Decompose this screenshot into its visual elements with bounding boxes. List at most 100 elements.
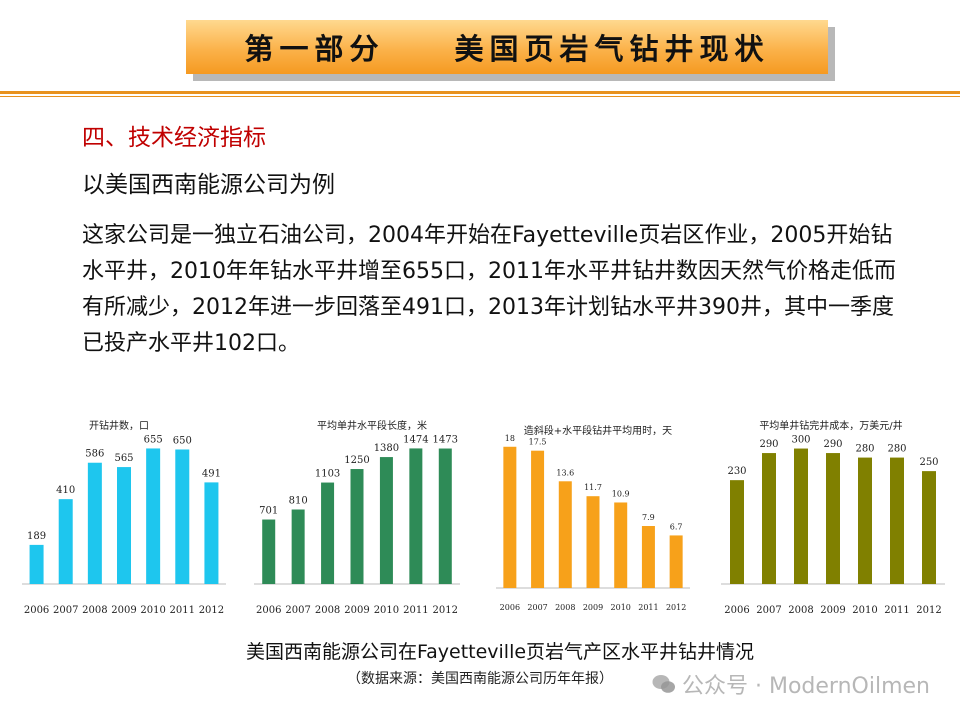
bar-2007 (762, 453, 776, 584)
title-banner: 第一部分 美国页岩气钻井现状 (186, 20, 828, 74)
tick-label: 2006 (724, 605, 749, 616)
data-label: 7.9 (642, 513, 655, 522)
data-label: 280 (887, 444, 906, 455)
bar-2012 (669, 535, 683, 588)
wechat-icon (652, 673, 676, 695)
tick-label: 2007 (53, 605, 78, 616)
tick-label: 2009 (344, 605, 369, 616)
tick-label: 2010 (140, 605, 165, 616)
data-label: 290 (759, 439, 778, 450)
chart-drilling-days: 造斜段+水平段钻井平均用时，天 18 2006 17.5 2007 13.6 2008 11.… (496, 424, 690, 612)
tick-label: 2009 (583, 603, 603, 612)
data-label: 586 (85, 449, 104, 460)
tick-label: 2008 (315, 605, 340, 616)
chart-lateral-length: 平均单井水平段长度，米 701 2006 810 2007 1103 2008 1250 200… (254, 419, 460, 616)
data-label: 250 (919, 457, 938, 468)
data-label: 1474 (403, 434, 428, 445)
bar-2010 (379, 457, 393, 584)
tick-label: 2011 (638, 603, 658, 612)
bar-2009 (350, 469, 364, 584)
data-label: 18 (505, 434, 515, 443)
data-label: 230 (727, 466, 746, 477)
body-paragraph: 这家公司是一独立石油公司，2004年开始在Fayetteville页岩区作业，2… (82, 223, 896, 356)
data-label: 290 (823, 439, 842, 450)
tick-label: 2008 (788, 605, 813, 616)
data-label: 10.9 (612, 489, 630, 498)
bar-2008 (87, 462, 102, 584)
tick-label: 2012 (666, 603, 686, 612)
chart-title: 造斜段+水平段钻井平均用时，天 (524, 424, 672, 437)
bar-2012 (204, 482, 219, 584)
bar-2011 (175, 449, 190, 584)
chart-title: 平均单井钻完井成本，万美元/井 (759, 419, 902, 432)
watermark: 公众号 · ModernOilmen (652, 668, 930, 700)
tick-label: 2007 (527, 603, 547, 612)
data-label: 410 (56, 485, 75, 496)
banner-topic: 美国页岩气钻井现状 (454, 32, 770, 66)
data-label: 300 (791, 435, 810, 446)
bar-2006 (730, 480, 744, 584)
tick-label: 2006 (256, 605, 281, 616)
data-label: 1250 (344, 455, 369, 466)
subheading: 以美国西南能源公司为例 (82, 172, 335, 198)
tick-label: 2010 (852, 605, 877, 616)
bar-2007 (58, 499, 73, 584)
tick-label: 2011 (170, 605, 195, 616)
data-label: 17.5 (529, 438, 547, 447)
tick-label: 2009 (111, 605, 136, 616)
bar-2007 (291, 509, 305, 584)
data-label: 655 (144, 434, 163, 445)
chart-title: 平均单井水平段长度，米 (317, 419, 427, 432)
bar-2008 (794, 448, 808, 584)
tick-label: 2009 (820, 605, 845, 616)
bar-2010 (858, 457, 872, 584)
header-rule (0, 91, 960, 94)
data-label: 1103 (315, 469, 340, 480)
bar-2006 (262, 519, 276, 584)
chart-drill-count: 开钻井数，口 189 2006 410 2007 586 2008 565 2009 655 201… (22, 419, 226, 616)
data-label: 701 (259, 506, 278, 517)
bar-2011 (890, 457, 904, 584)
tick-label: 2006 (500, 603, 520, 612)
bar-2010 (146, 448, 161, 584)
data-label: 6.7 (670, 522, 683, 531)
data-label: 280 (855, 444, 874, 455)
tick-label: 2010 (374, 605, 399, 616)
data-label: 565 (114, 453, 133, 464)
tick-label: 2008 (555, 603, 575, 612)
bar-2012 (922, 471, 936, 584)
tick-label: 2012 (199, 605, 224, 616)
data-label: 189 (27, 531, 46, 542)
chart-caption: 美国西南能源公司在Fayetteville页岩气产区水平井钻井情况 (245, 641, 755, 663)
data-label: 491 (202, 468, 221, 479)
tick-label: 2011 (403, 605, 428, 616)
bar-2009 (117, 467, 131, 584)
data-label: 1380 (374, 443, 399, 454)
chart-title: 开钻井数，口 (89, 419, 149, 432)
chart-well-cost: 平均单井钻完井成本，万美元/井 230 2006 290 2007 300 2008 290 2… (721, 419, 945, 616)
tick-label: 2007 (285, 605, 310, 616)
data-label: 650 (173, 435, 192, 446)
bar-2009 (586, 496, 600, 588)
banner-part: 第一部分 (244, 32, 385, 66)
data-label: 11.7 (584, 483, 602, 492)
data-label: 1473 (433, 435, 458, 446)
data-label: 810 (289, 496, 308, 507)
watermark-text: 公众号 · ModernOilmen (682, 674, 930, 699)
tick-label: 2006 (24, 605, 49, 616)
bar-2007 (531, 450, 545, 588)
tick-label: 2012 (433, 605, 458, 616)
tick-label: 2008 (82, 605, 107, 616)
data-label: 13.6 (556, 468, 574, 477)
bar-2009 (826, 453, 840, 584)
section-heading: 四、技术经济指标 (82, 125, 266, 151)
tick-label: 2010 (611, 603, 631, 612)
tick-label: 2007 (756, 605, 781, 616)
bar-2010 (614, 502, 628, 588)
tick-label: 2012 (916, 605, 941, 616)
bar-2008 (321, 482, 335, 584)
bar-2012 (438, 448, 452, 584)
bar-2006 (503, 446, 517, 588)
bar-2006 (29, 544, 44, 584)
header-rule-thin (0, 96, 960, 97)
